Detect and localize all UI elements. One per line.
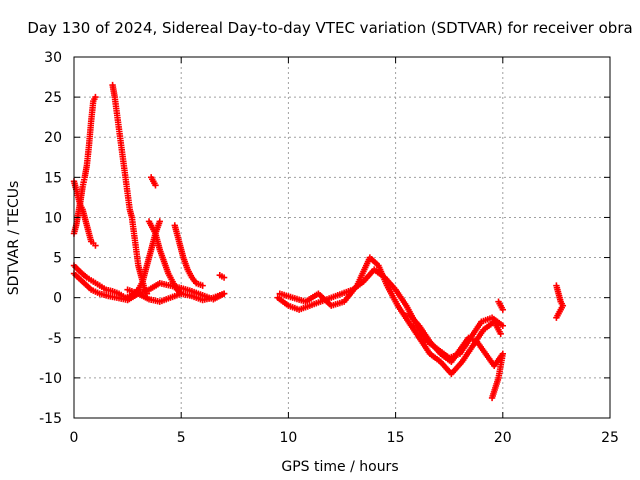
x-tick-label: 5	[177, 430, 186, 446]
y-axis-label: SDTVAR / TECUs	[6, 181, 22, 296]
series-arc-n	[495, 298, 506, 313]
series-arc-i	[147, 174, 159, 189]
data-point	[220, 274, 228, 281]
y-tick-label: 30	[44, 50, 62, 66]
series-arc-j	[216, 272, 228, 281]
data-point	[92, 93, 99, 101]
data-point	[92, 242, 99, 249]
y-tick-label: 15	[44, 170, 62, 186]
grid	[74, 57, 610, 418]
x-tick-label: 15	[387, 430, 405, 446]
y-tick-label: 10	[44, 210, 62, 226]
data-point	[156, 218, 163, 225]
data-point	[499, 322, 506, 329]
x-axis-label: GPS time / hours	[281, 459, 398, 475]
y-tick-label: -15	[39, 411, 62, 427]
series-arc-o	[553, 282, 567, 321]
series-arc-f	[124, 286, 228, 305]
y-tick-label: 5	[53, 251, 62, 267]
data-point	[178, 290, 185, 297]
data-point	[497, 330, 504, 337]
y-tick-label: -5	[48, 331, 62, 347]
y-tick-label: -10	[39, 371, 62, 387]
x-tick-label: 20	[494, 430, 512, 446]
data-point	[220, 290, 228, 297]
chart-title: Day 130 of 2024, Sidereal Day-to-day VTE…	[27, 19, 632, 37]
y-tick-label: 20	[44, 130, 62, 146]
x-tick-label: 10	[279, 430, 297, 446]
series-arc-m	[405, 310, 506, 402]
y-tick-label: 25	[44, 90, 62, 106]
data-point	[553, 314, 560, 321]
series-arc-g	[145, 218, 185, 297]
axis-ticks: 0 5 10 15 20 25 -15 -10 -5 0 5 10 15 20 25 30	[39, 50, 619, 446]
data-point	[488, 394, 496, 402]
x-tick-label: 0	[70, 430, 79, 446]
data-point	[152, 182, 159, 189]
y-tick-label: 0	[53, 291, 62, 307]
x-tick-label: 25	[601, 430, 619, 446]
series-arc-h	[171, 222, 206, 289]
data-point	[499, 306, 506, 313]
data-point	[199, 282, 206, 289]
plot-frame	[73, 56, 611, 419]
